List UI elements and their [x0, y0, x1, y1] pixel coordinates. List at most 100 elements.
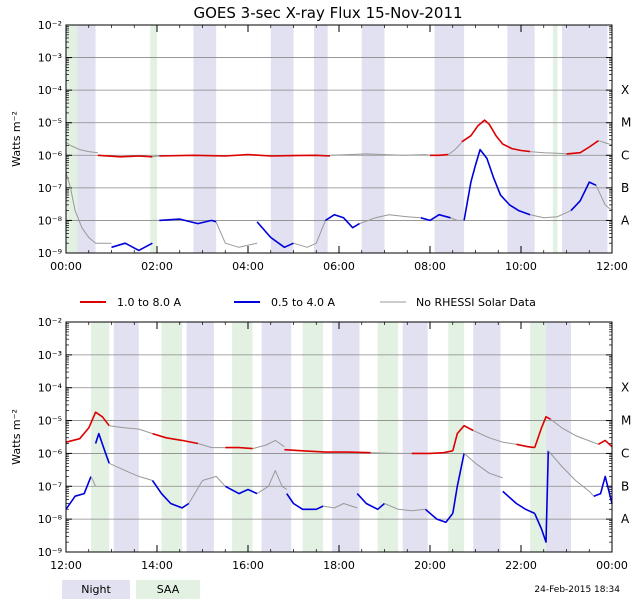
- x-tick-label: 12:00: [596, 260, 628, 273]
- x-tick-label: 20:00: [414, 559, 446, 572]
- series-short-nodata-segment: [65, 172, 112, 244]
- night-band: [402, 322, 428, 552]
- y-axis-label: Watts m⁻²: [10, 111, 23, 167]
- series-long-segment: [461, 119, 531, 153]
- series-short-nodata-segment: [595, 185, 613, 211]
- x-tick-label: 00:00: [50, 260, 82, 273]
- plot-frame: [65, 321, 613, 553]
- saa-band: [232, 322, 253, 552]
- saa-band: [552, 25, 558, 253]
- series-long-segment: [97, 154, 153, 158]
- series-short-segment: [452, 453, 465, 514]
- x-tick-label: 02:00: [141, 260, 173, 273]
- y-tick-label: 10⁻³: [38, 349, 62, 362]
- series-long-segment: [152, 432, 199, 445]
- series-long-segment: [430, 153, 449, 157]
- series-long-segment: [533, 415, 551, 448]
- night-band: [361, 25, 385, 253]
- series-short-segment: [570, 181, 597, 212]
- legend-label-long: 1.0 to 8.0 A: [117, 296, 182, 309]
- legend-label-nodata: No RHESSI Solar Data: [416, 296, 536, 309]
- series-short-nodata-segment: [293, 220, 326, 248]
- y-tick-label: 10⁻²: [38, 316, 62, 329]
- x-tick-label: 14:00: [141, 559, 173, 572]
- x-tick-label: 00:00: [596, 559, 628, 572]
- band-legend-night-label: Night: [81, 583, 111, 596]
- y-tick-label: 10⁻⁹: [38, 546, 62, 559]
- night-band: [543, 322, 572, 552]
- flare-class-label: A: [621, 512, 630, 526]
- y-axis-label: Watts m⁻²: [10, 409, 23, 465]
- night-band: [507, 25, 535, 253]
- series-short-segment: [224, 485, 258, 495]
- night-band: [561, 25, 608, 253]
- series-long-nodata-segment: [447, 141, 463, 156]
- series-short-nodata-segment: [547, 450, 595, 497]
- x-tick-label: 10:00: [505, 260, 537, 273]
- y-tick-label: 10⁻⁴: [38, 84, 63, 97]
- y-tick-label: 10⁻³: [38, 52, 62, 65]
- series-long-nodata-segment: [65, 141, 98, 154]
- series-long-segment: [452, 424, 474, 452]
- saa-band: [377, 322, 399, 552]
- legend-label-short: 0.5 to 4.0 A: [271, 296, 336, 309]
- series-long-nodata-segment: [530, 151, 567, 155]
- x-tick-label: 18:00: [323, 559, 355, 572]
- night-band: [270, 25, 294, 253]
- series-short-nodata-segment: [90, 476, 97, 487]
- y-tick-label: 10⁻⁹: [38, 247, 62, 260]
- night-band: [186, 322, 214, 552]
- series-short-segment: [159, 218, 217, 225]
- night-band: [261, 322, 292, 552]
- series-short-segment: [502, 490, 536, 515]
- night-band: [193, 25, 217, 253]
- series-short-nodata-segment: [323, 503, 358, 509]
- series-short-nodata-segment: [108, 462, 153, 481]
- y-tick-label: 10⁻⁷: [38, 480, 62, 493]
- saa-band: [150, 25, 157, 253]
- night-band: [75, 25, 96, 253]
- night-band: [113, 322, 139, 552]
- series-long-nodata-segment: [197, 443, 226, 449]
- series-short-segment: [94, 432, 110, 464]
- series-long-segment: [65, 411, 110, 443]
- flare-class-label: C: [621, 446, 629, 460]
- series-short-segment: [356, 493, 386, 511]
- series-short-nodata-segment: [384, 503, 426, 512]
- x-tick-label: 22:00: [505, 559, 537, 572]
- flare-class-label: C: [621, 148, 629, 162]
- x-tick-label: 06:00: [323, 260, 355, 273]
- night-band: [313, 25, 328, 253]
- flare-class-label: X: [621, 381, 629, 395]
- y-tick-label: 10⁻⁵: [38, 415, 62, 428]
- plot-frame: [65, 24, 613, 254]
- series-long-nodata-segment: [109, 425, 153, 435]
- series-short-nodata-segment: [359, 214, 421, 225]
- series-short-nodata-segment: [450, 217, 465, 221]
- series-short-nodata-segment: [463, 453, 503, 479]
- series-long-nodata-segment: [152, 155, 160, 158]
- panel-pm: 10⁻⁹ 10⁻⁸ 10⁻⁷ 10⁻⁶ 10⁻⁵ 10⁻⁴ 10⁻³ 10⁻² 12:00 14:…: [10, 316, 631, 572]
- legend: 1.0 to 8.0 A 0.5 to 4.0 A No RHESSI Sola…: [80, 296, 536, 309]
- flare-class-label: B: [621, 479, 629, 493]
- series-short-nodata-segment: [529, 210, 572, 219]
- flare-class-label: B: [621, 181, 629, 195]
- y-tick-label: 10⁻⁸: [38, 214, 63, 227]
- series-long-nodata-segment: [598, 140, 613, 146]
- flare-class-label: A: [621, 213, 630, 227]
- series-long-nodata-segment: [252, 439, 285, 450]
- series-short-segment: [324, 213, 360, 229]
- series-long-segment: [566, 140, 599, 155]
- series-short-nodata-segment: [188, 475, 226, 504]
- series-short-segment: [420, 213, 451, 222]
- saa-band: [66, 25, 78, 253]
- series-short-segment: [111, 242, 153, 252]
- panel-am: 10⁻⁹ 10⁻⁸ 10⁻⁷ 10⁻⁶ 10⁻⁵ 10⁻⁴ 10⁻³ 10⁻² 00:00 02:…: [10, 19, 631, 273]
- series-short-segment: [424, 508, 454, 524]
- band-legend-saa-swatch: [136, 580, 200, 599]
- series-long-nodata-segment: [329, 153, 431, 156]
- series-short-segment: [65, 476, 92, 510]
- series-short-nodata-segment: [256, 470, 287, 495]
- y-tick-label: 10⁻²: [38, 19, 62, 32]
- x-tick-label: 12:00: [50, 559, 82, 572]
